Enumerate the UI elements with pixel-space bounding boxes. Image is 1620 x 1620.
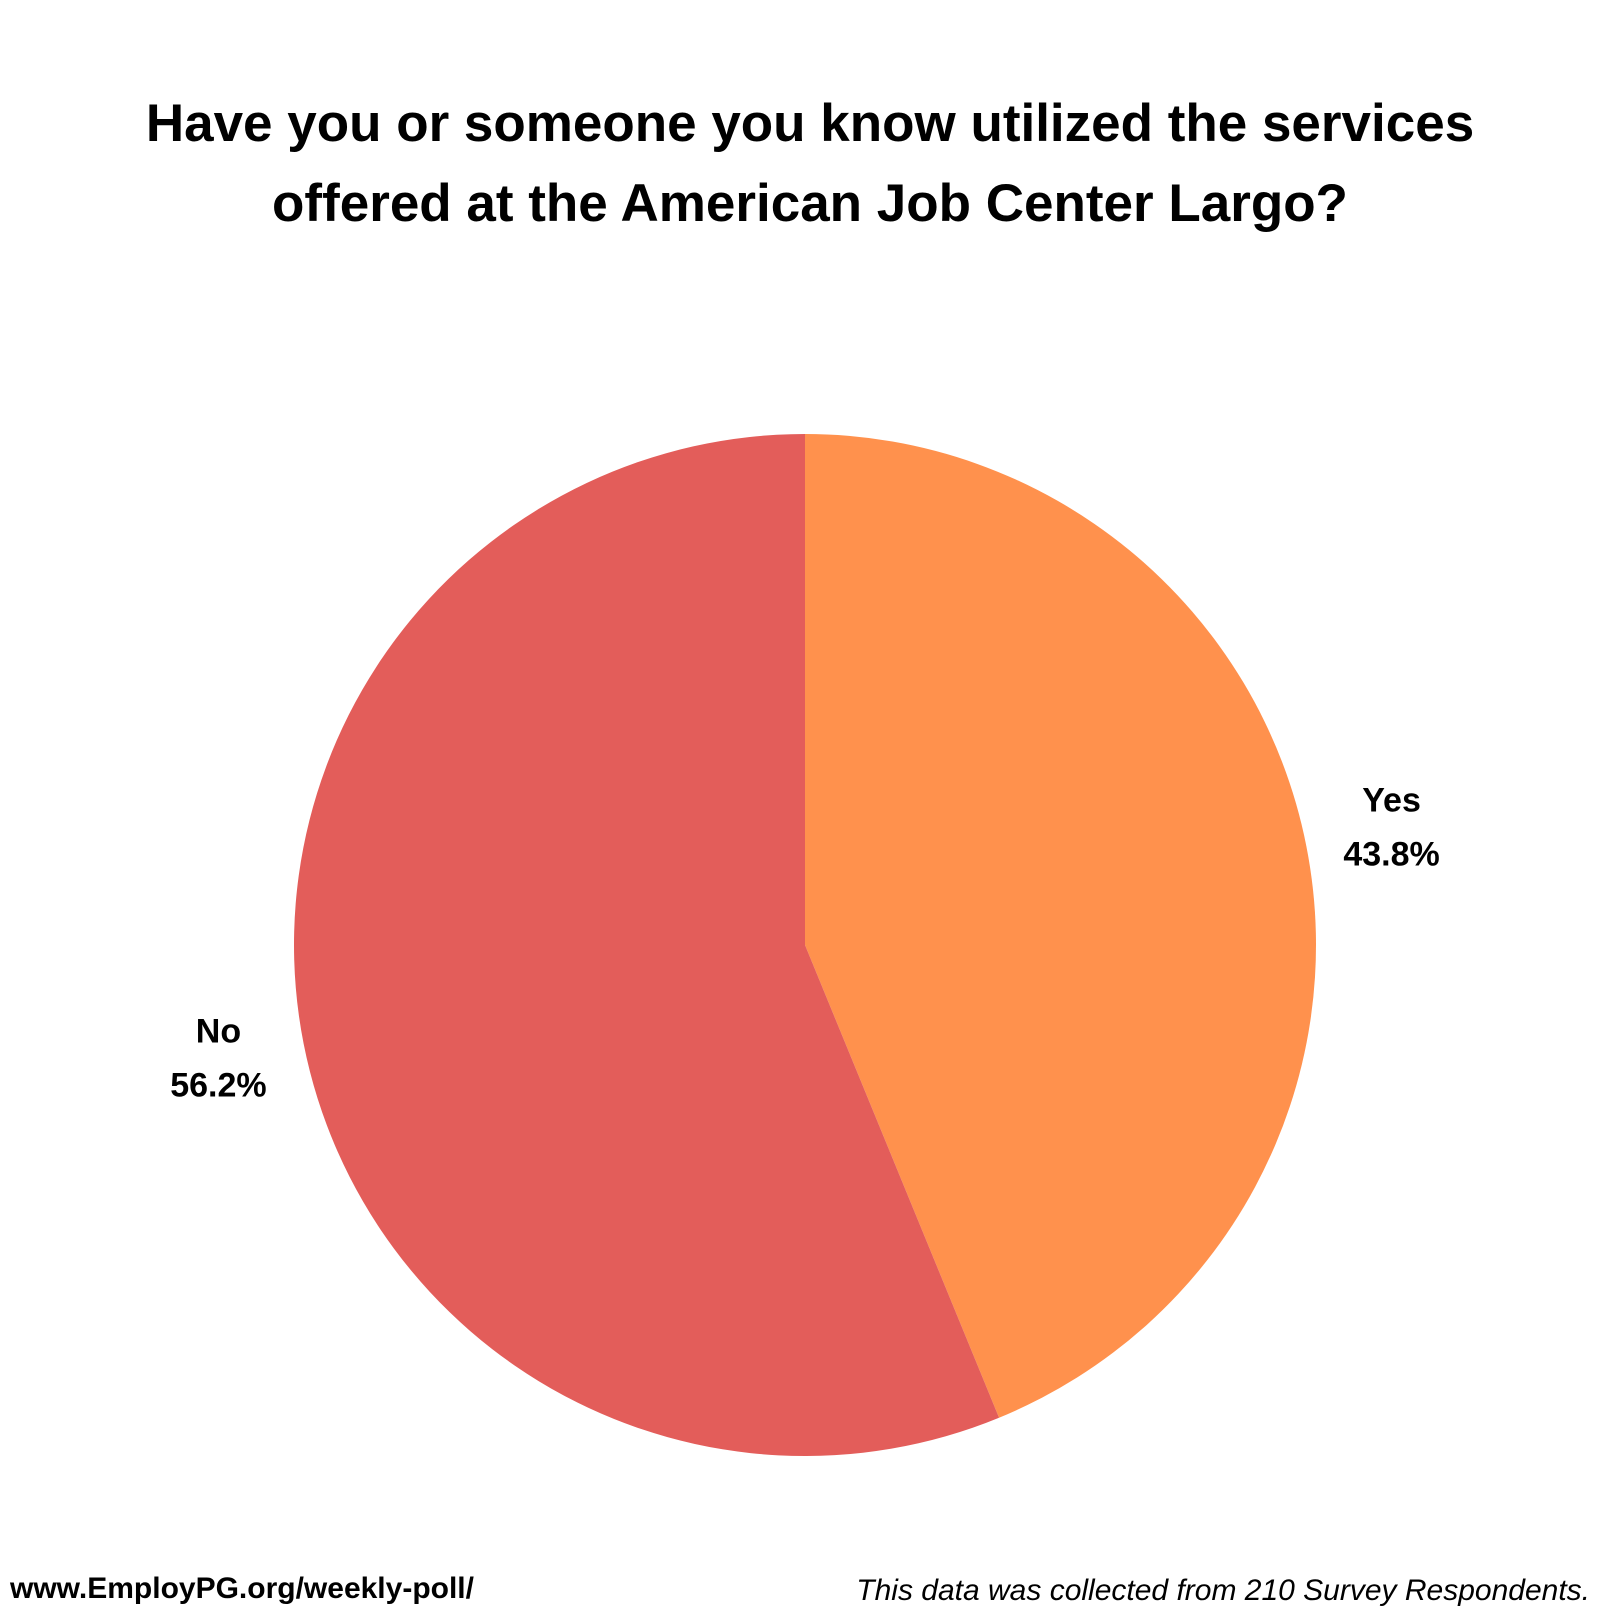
chart-title: Have you or someone you know utilized th… (145, 94, 1475, 233)
slice-value-label: 56.2% (170, 1067, 266, 1105)
pie-slice (294, 433, 1000, 1456)
slice-category-label: Yes (1362, 781, 1421, 819)
slice-value-label: 43.8% (1343, 835, 1439, 873)
footnote: This data was collected from 210 Survey … (856, 1574, 1590, 1607)
slice-category-label: No (196, 1013, 241, 1051)
pie-slice (805, 434, 1317, 1418)
source-url: www.EmployPG.org/weekly-poll/ (10, 1572, 474, 1605)
